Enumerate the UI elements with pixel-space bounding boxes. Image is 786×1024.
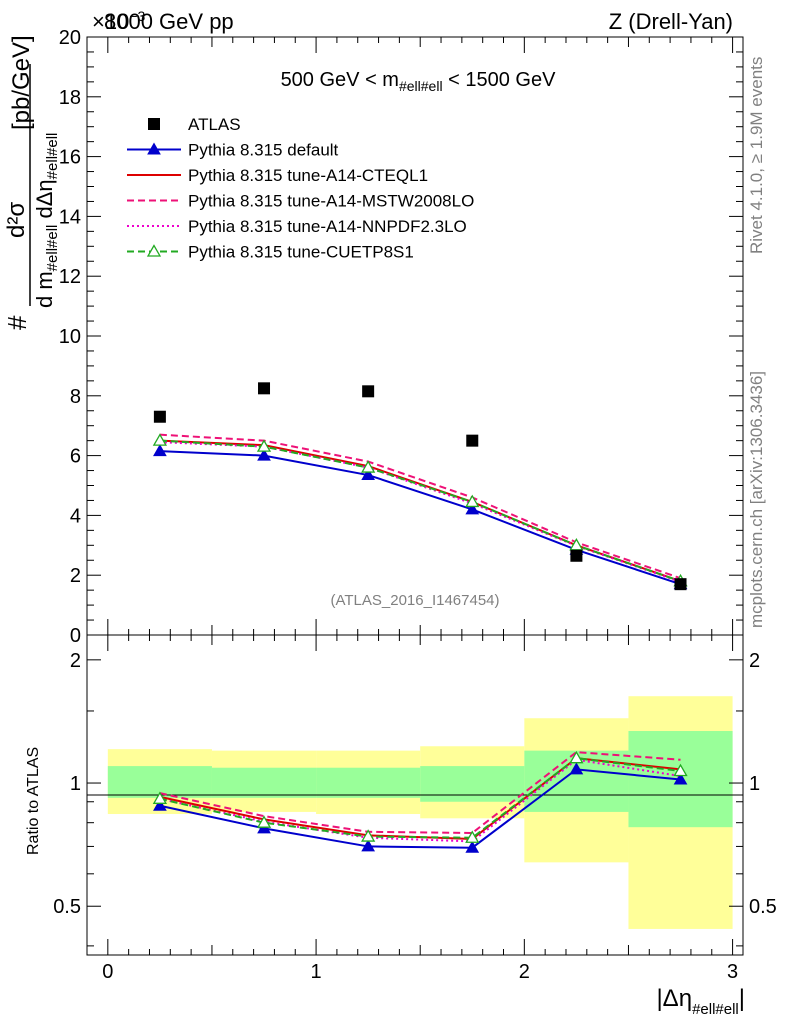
ratio-series-line (159, 751, 681, 834)
legend-marker (146, 244, 162, 257)
main-plot-panel: 0 2 4 6 8 10 12 14 16 18 20 500 GeV < m#ell#ell < … (59, 27, 744, 647)
main-series-point (256, 439, 272, 452)
ratio-series-point (153, 798, 167, 811)
legend-label: Pythia 8.315 tune-A14-MSTW2008LO (188, 192, 474, 211)
atlas-data-point (258, 382, 271, 395)
main-title: 500 GeV < m#ell#ell < 1500 GeV (281, 69, 557, 94)
x-axis-label: |Δη#ell#ell| (656, 985, 745, 1018)
main-series-point (257, 448, 271, 461)
legend: ATLAS Pythia 8.315 default Pythia 8.315 tu… (127, 115, 474, 262)
ratio-y-ticks: 0.5 0.5 1 1 2 2 (53, 650, 777, 947)
x-tick-label: 1 (311, 961, 322, 983)
ratio-series-point (569, 762, 584, 775)
legend-label: Pythia 8.315 tune-A14-NNPDF2.3LO (188, 217, 467, 236)
ratio-series-line (159, 757, 681, 839)
main-series-point (361, 468, 376, 481)
main-series-line (159, 439, 681, 583)
ratio-series-line (159, 758, 681, 843)
main-ytick-label: 18 (59, 87, 81, 109)
energy-label: 8000 GeV pp (104, 9, 234, 34)
ylabel-hash: # (2, 315, 32, 330)
legend-label: Pythia 8.315 tune-A14-CTEQL1 (188, 166, 428, 185)
main-series-point (465, 494, 480, 508)
ratio-series-point (361, 839, 376, 852)
exponent-label: ×10−3 (92, 8, 146, 34)
ratio-band-green (316, 767, 421, 798)
x-tick-label: 0 (102, 961, 113, 983)
legend-label: Pythia 8.315 tune-CUETP8S1 (188, 243, 414, 262)
atlas-data-point (674, 578, 687, 591)
atlas-data-point (466, 434, 479, 447)
main-ytick-label: 20 (59, 27, 81, 49)
x-tick-label: 3 (727, 961, 738, 983)
atlas-data-point (570, 549, 583, 562)
legend-marker (147, 142, 161, 155)
main-series-group (152, 382, 688, 591)
ratio-ylabel: Ratio to ATLAS (25, 747, 42, 855)
legend-label: Pythia 8.315 default (188, 141, 339, 160)
ratio-series-point (256, 815, 272, 828)
ratio-band-green (420, 766, 525, 802)
main-ytick-label: 14 (59, 206, 81, 228)
ratio-ytick-label: 1 (70, 773, 81, 795)
main-ytick-label: 0 (70, 625, 81, 647)
ratio-series-point (673, 772, 688, 785)
main-frame (86, 36, 744, 636)
ratio-ytick-label-right: 0.5 (749, 896, 777, 918)
main-series-line (159, 439, 681, 583)
ratio-ytick-label-right: 1 (749, 773, 760, 795)
ratio-series-point (361, 829, 376, 842)
ratio-ytick-label-right: 2 (749, 650, 760, 672)
ylabel-denominator: d m#ell#ell dΔη#ell#ell (32, 133, 61, 308)
ylabel-unit: [pb/GeV] (8, 35, 35, 130)
atlas-data-point (153, 410, 166, 423)
main-series-line (159, 450, 681, 586)
main-y-ticks: 0 2 4 6 8 10 12 14 16 18 20 (59, 27, 743, 647)
main-series-line (159, 433, 681, 580)
x-tick-label: 2 (519, 961, 530, 983)
main-ytick-label: 6 (70, 446, 81, 468)
main-ytick-label: 4 (70, 505, 81, 527)
main-ytick-label: 2 (70, 565, 81, 587)
main-ytick-label: 12 (59, 266, 81, 288)
main-series-point (152, 433, 168, 446)
ratio-series-point (673, 763, 688, 777)
ratio-plot-panel: 0.5 0.5 1 1 2 2 Ratio to ATLAS (25, 634, 777, 956)
ratio-series-line (159, 768, 681, 849)
ylabel-numerator: d²σ (3, 202, 30, 238)
ratio-series-point (569, 750, 584, 764)
x-axis: 0 1 2 3 (102, 37, 738, 983)
main-y-axis-label: # d²σ d m#ell#ell dΔη#ell#ell [pb/GeV] (2, 35, 61, 330)
main-ytick-label: 10 (59, 326, 81, 348)
ratio-series-point (152, 791, 168, 804)
main-ytick-label: 16 (59, 147, 81, 169)
ratio-series-point (465, 830, 480, 843)
legend-marker (148, 118, 160, 130)
ratio-band-green (211, 767, 317, 798)
ratio-ytick-label: 2 (70, 650, 81, 672)
mcplots-label: mcplots.cern.ch [arXiv:1306.3436] (747, 371, 766, 628)
rivet-label: Rivet 4.1.0, ≥ 1.9M events (747, 57, 766, 254)
ratio-series-point (465, 840, 480, 853)
atlas-data-point (362, 385, 375, 398)
main-series-point (361, 460, 376, 473)
ratio-uncertainty-bands (107, 696, 733, 929)
process-label: Z (Drell-Yan) (609, 9, 733, 34)
ratio-ytick-label: 0.5 (53, 896, 81, 918)
main-ytick-label: 8 (70, 386, 81, 408)
main-series-point (153, 444, 167, 457)
main-series-point (465, 502, 480, 515)
ratio-series-group (152, 750, 688, 853)
legend-label: ATLAS (188, 115, 241, 134)
main-series-line (159, 441, 681, 583)
watermark-label: (ATLAS_2016_I1467454) (330, 592, 499, 609)
